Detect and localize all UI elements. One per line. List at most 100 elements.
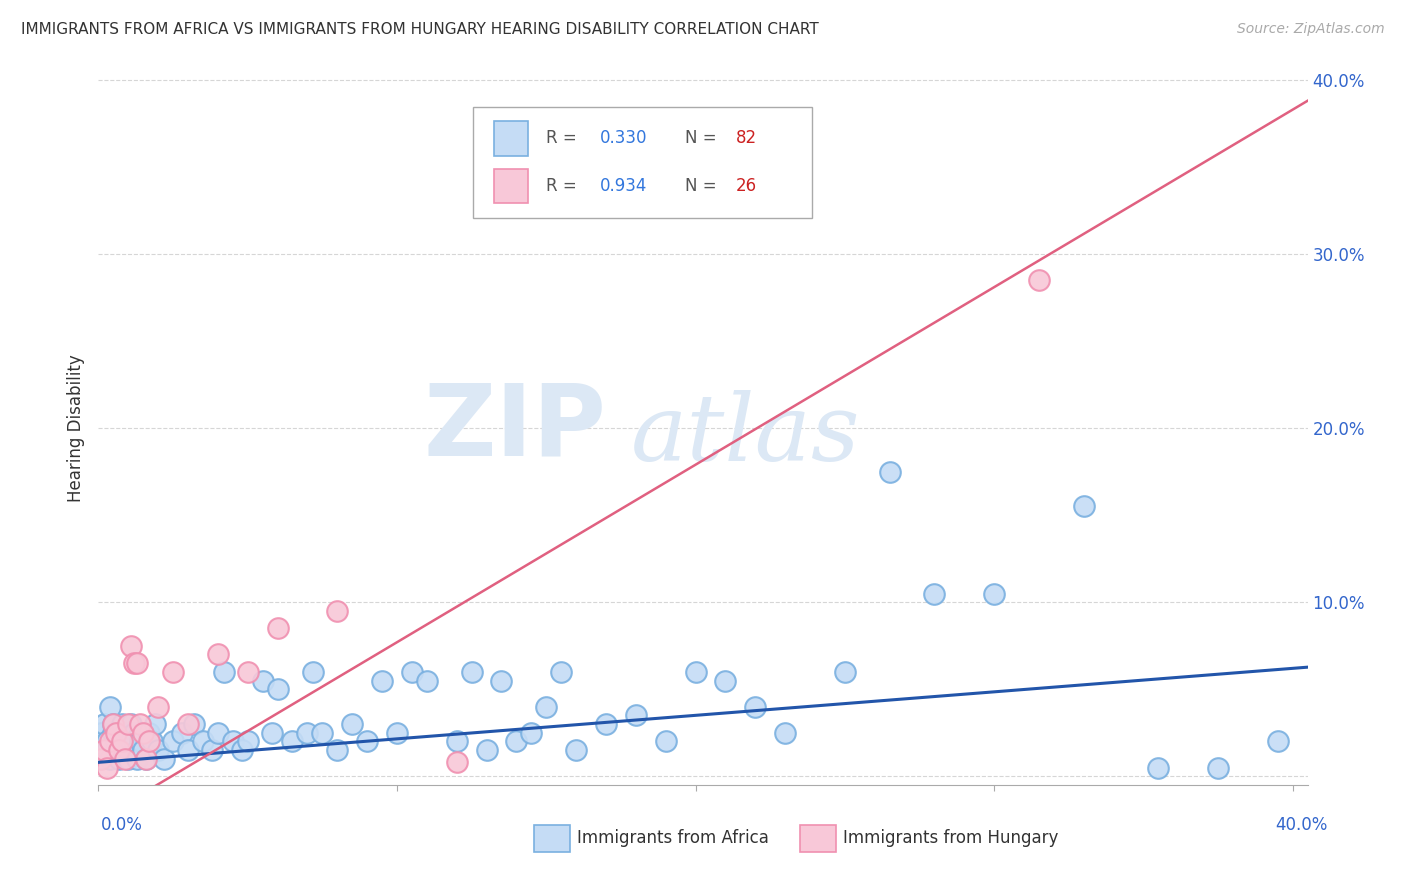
- Point: [183, 717, 205, 731]
- Point: [122, 725, 145, 739]
- Point: [120, 717, 142, 731]
- Point: [90, 752, 112, 766]
- Point: [266, 621, 288, 635]
- Point: [550, 665, 572, 679]
- Point: [1147, 760, 1170, 774]
- Point: [191, 734, 214, 748]
- FancyBboxPatch shape: [474, 107, 811, 218]
- Point: [117, 743, 139, 757]
- Y-axis label: Hearing Disability: Hearing Disability: [66, 354, 84, 502]
- Point: [105, 743, 128, 757]
- Point: [565, 743, 588, 757]
- Point: [879, 465, 901, 479]
- Text: R =: R =: [546, 129, 582, 147]
- Text: 0.330: 0.330: [600, 129, 648, 147]
- Point: [371, 673, 394, 688]
- Point: [114, 725, 136, 739]
- Point: [491, 673, 513, 688]
- Point: [1206, 760, 1229, 774]
- Point: [114, 752, 136, 766]
- Point: [654, 734, 676, 748]
- Point: [170, 725, 193, 739]
- Point: [103, 725, 125, 739]
- Point: [773, 725, 796, 739]
- Point: [505, 734, 527, 748]
- Point: [98, 752, 121, 766]
- Point: [108, 725, 131, 739]
- Point: [983, 586, 1005, 600]
- Point: [120, 639, 142, 653]
- Point: [135, 752, 157, 766]
- Point: [129, 717, 152, 731]
- Point: [201, 743, 224, 757]
- Point: [111, 734, 134, 748]
- Text: IMMIGRANTS FROM AFRICA VS IMMIGRANTS FROM HUNGARY HEARING DISABILITY CORRELATION: IMMIGRANTS FROM AFRICA VS IMMIGRANTS FRO…: [21, 22, 818, 37]
- Point: [122, 734, 145, 748]
- Point: [153, 752, 176, 766]
- Point: [302, 665, 325, 679]
- Point: [520, 725, 543, 739]
- Text: 82: 82: [735, 129, 756, 147]
- Point: [98, 734, 121, 748]
- Point: [129, 725, 152, 739]
- Bar: [800, 825, 837, 852]
- Point: [446, 756, 468, 770]
- Point: [146, 699, 169, 714]
- Point: [114, 734, 136, 748]
- Point: [93, 717, 115, 731]
- Point: [416, 673, 439, 688]
- Text: R =: R =: [546, 178, 582, 195]
- Bar: [534, 825, 569, 852]
- Text: N =: N =: [685, 178, 721, 195]
- Text: ZIP: ZIP: [423, 380, 606, 476]
- Point: [231, 743, 253, 757]
- Point: [111, 743, 134, 757]
- Point: [326, 743, 349, 757]
- Point: [222, 734, 245, 748]
- Point: [595, 717, 617, 731]
- Point: [105, 734, 128, 748]
- Point: [834, 665, 856, 679]
- Point: [127, 743, 149, 757]
- Point: [252, 673, 274, 688]
- Text: 0.0%: 0.0%: [101, 816, 143, 834]
- Point: [90, 725, 112, 739]
- Point: [297, 725, 319, 739]
- Point: [1028, 273, 1050, 287]
- Point: [132, 743, 155, 757]
- Point: [162, 665, 184, 679]
- Point: [127, 656, 149, 670]
- Point: [1073, 500, 1095, 514]
- Point: [162, 734, 184, 748]
- Point: [120, 734, 142, 748]
- Point: [385, 725, 408, 739]
- Point: [143, 717, 166, 731]
- Point: [132, 725, 155, 739]
- Text: 40.0%: 40.0%: [1275, 816, 1327, 834]
- Point: [260, 725, 283, 739]
- Point: [108, 752, 131, 766]
- Point: [111, 717, 134, 731]
- Point: [446, 734, 468, 748]
- Point: [93, 743, 115, 757]
- Point: [96, 743, 118, 757]
- Point: [117, 752, 139, 766]
- Text: Source: ZipAtlas.com: Source: ZipAtlas.com: [1237, 22, 1385, 37]
- Point: [103, 717, 125, 731]
- Point: [924, 586, 946, 600]
- Point: [141, 734, 163, 748]
- Point: [129, 734, 152, 748]
- Point: [138, 725, 160, 739]
- Text: N =: N =: [685, 129, 721, 147]
- Point: [96, 734, 118, 748]
- Point: [311, 725, 333, 739]
- Point: [714, 673, 737, 688]
- Point: [177, 717, 200, 731]
- Point: [105, 725, 128, 739]
- Point: [475, 743, 498, 757]
- Point: [340, 717, 363, 731]
- Bar: [494, 169, 527, 203]
- Point: [401, 665, 423, 679]
- Text: atlas: atlas: [630, 391, 860, 480]
- Point: [117, 717, 139, 731]
